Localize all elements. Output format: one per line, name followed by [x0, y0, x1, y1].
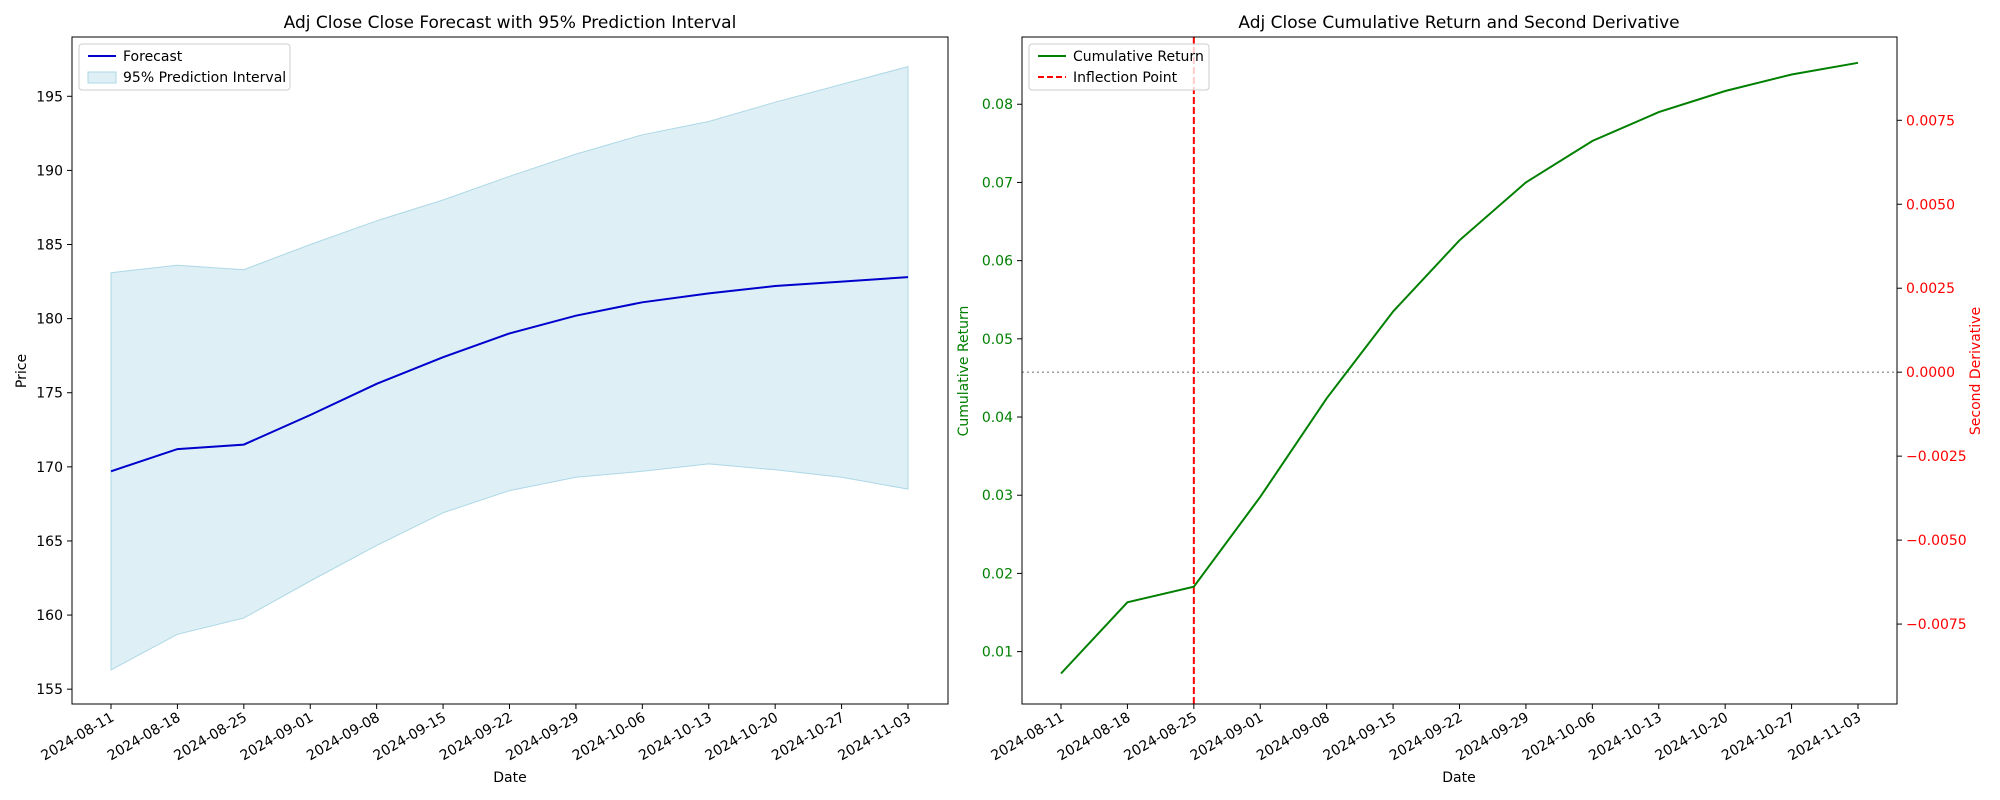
- second-derivative-right-y-ticks: −0.0075 −0.0050 −0.0025 0.0000 0.0025 0.0050 0…: [1897, 113, 1967, 633]
- x-tick-label: 2024-09-08: [304, 710, 382, 765]
- prediction-interval-band: [110, 65, 909, 671]
- right-y-tick-label: 0.0075: [1906, 113, 1955, 129]
- cumulative-return-legend: Cumulative Return Inflection Point: [1028, 43, 1210, 91]
- left-y-tick-label: 0.01: [982, 645, 1013, 661]
- x-tick-label: 2024-09-29: [1453, 710, 1531, 765]
- forecast-x-axis-label: Date: [493, 770, 526, 786]
- x-tick-label: 2024-09-22: [1387, 710, 1465, 765]
- forecast-y-ticks: 155 160 165 170 175 180 185 190 195: [36, 89, 72, 698]
- inflection-legend-label: Inflection Point: [1073, 70, 1178, 86]
- left-y-tick-label: 0.04: [982, 410, 1013, 426]
- forecast-plot-area: [110, 65, 909, 671]
- x-tick-label: 2024-08-18: [105, 710, 183, 765]
- right-y-tick-label: −0.0050: [1906, 533, 1967, 549]
- forecast-y-axis-label: Price: [14, 354, 30, 388]
- forecast-x-ticks: 2024-08-112024-08-182024-08-252024-09-01…: [39, 704, 914, 764]
- cumulative-return-chart: Adj Close Cumulative Return and Second D…: [956, 13, 1984, 786]
- x-tick-label: 2024-09-22: [437, 710, 515, 765]
- x-tick-label: 2024-10-20: [703, 710, 781, 765]
- x-tick-label: 2024-08-25: [1121, 710, 1199, 765]
- cumulative-return-legend-box: [1028, 43, 1210, 91]
- y-tick-label: 195: [36, 89, 63, 105]
- x-tick-label: 2024-08-11: [39, 710, 117, 765]
- forecast-legend-label-interval: 95% Prediction Interval: [123, 70, 286, 86]
- x-tick-label: 2024-11-03: [836, 710, 914, 765]
- right-y-tick-label: −0.0075: [1906, 617, 1967, 633]
- x-tick-label: 2024-09-29: [503, 710, 581, 765]
- right-y-tick-label: 0.0050: [1906, 197, 1955, 213]
- y-tick-label: 170: [36, 460, 63, 476]
- cumulative-return-x-ticks: 2024-08-112024-08-182024-08-252024-09-01…: [989, 704, 1864, 764]
- cumulative-return-y-axis-label: Cumulative Return: [956, 306, 972, 437]
- y-tick-label: 155: [36, 682, 63, 698]
- left-y-tick-label: 0.07: [982, 175, 1013, 191]
- x-tick-label: 2024-08-25: [171, 710, 249, 765]
- x-tick-label: 2024-10-06: [1520, 710, 1599, 765]
- x-tick-label: 2024-10-20: [1653, 710, 1731, 765]
- cumulative-return-x-axis-label: Date: [1442, 770, 1475, 786]
- x-tick-label: 2024-09-01: [1188, 710, 1266, 765]
- cumulative-return-line: [1060, 61, 1859, 675]
- y-tick-label: 160: [36, 608, 63, 624]
- y-tick-label: 180: [36, 312, 63, 328]
- y-tick-label: 165: [36, 534, 63, 550]
- cumulative-return-plot-frame: [1021, 36, 1898, 705]
- left-y-tick-label: 0.08: [982, 97, 1013, 113]
- x-tick-label: 2024-10-13: [636, 710, 714, 765]
- y-tick-label: 175: [36, 386, 63, 402]
- right-y-tick-label: 0.0000: [1906, 365, 1955, 381]
- cumulative-return-plot-area: [1022, 37, 1897, 704]
- x-tick-label: 2024-11-03: [1786, 710, 1864, 765]
- x-tick-label: 2024-10-27: [1719, 710, 1797, 765]
- cumulative-return-chart-title: Adj Close Cumulative Return and Second D…: [1238, 13, 1679, 33]
- forecast-legend-box: [78, 43, 291, 91]
- right-y-tick-label: 0.0025: [1906, 281, 1955, 297]
- x-tick-label: 2024-10-13: [1586, 710, 1664, 765]
- x-tick-label: 2024-08-18: [1055, 710, 1133, 765]
- right-y-tick-label: −0.0025: [1906, 449, 1967, 465]
- left-y-tick-label: 0.05: [982, 332, 1013, 348]
- x-tick-label: 2024-09-15: [1321, 710, 1399, 765]
- x-tick-label: 2024-10-06: [570, 710, 649, 765]
- x-tick-label: 2024-09-01: [238, 710, 316, 765]
- forecast-chart: Adj Close Close Forecast with 95% Predic…: [14, 13, 949, 786]
- cumulative-return-left-y-ticks: 0.01 0.02 0.03 0.04 0.05 0.06 0.07 0.08: [982, 97, 1022, 661]
- forecast-chart-title: Adj Close Close Forecast with 95% Predic…: [284, 13, 737, 33]
- left-y-tick-label: 0.02: [982, 566, 1013, 582]
- forecast-legend-band-swatch: [87, 71, 117, 84]
- y-tick-label: 185: [36, 238, 63, 254]
- left-y-tick-label: 0.03: [982, 488, 1013, 504]
- y-tick-label: 190: [36, 163, 63, 179]
- left-y-tick-label: 0.06: [982, 254, 1013, 270]
- forecast-legend: Forecast 95% Prediction Interval: [78, 43, 291, 91]
- cumulative-return-legend-label: Cumulative Return: [1073, 49, 1204, 65]
- forecast-legend-label-forecast: Forecast: [123, 49, 183, 65]
- x-tick-label: 2024-10-27: [769, 710, 847, 765]
- x-tick-label: 2024-09-08: [1254, 710, 1332, 765]
- x-tick-label: 2024-09-15: [371, 710, 449, 765]
- second-derivative-y-axis-label: Second Derivative: [1968, 307, 1984, 435]
- x-tick-label: 2024-08-11: [989, 710, 1067, 765]
